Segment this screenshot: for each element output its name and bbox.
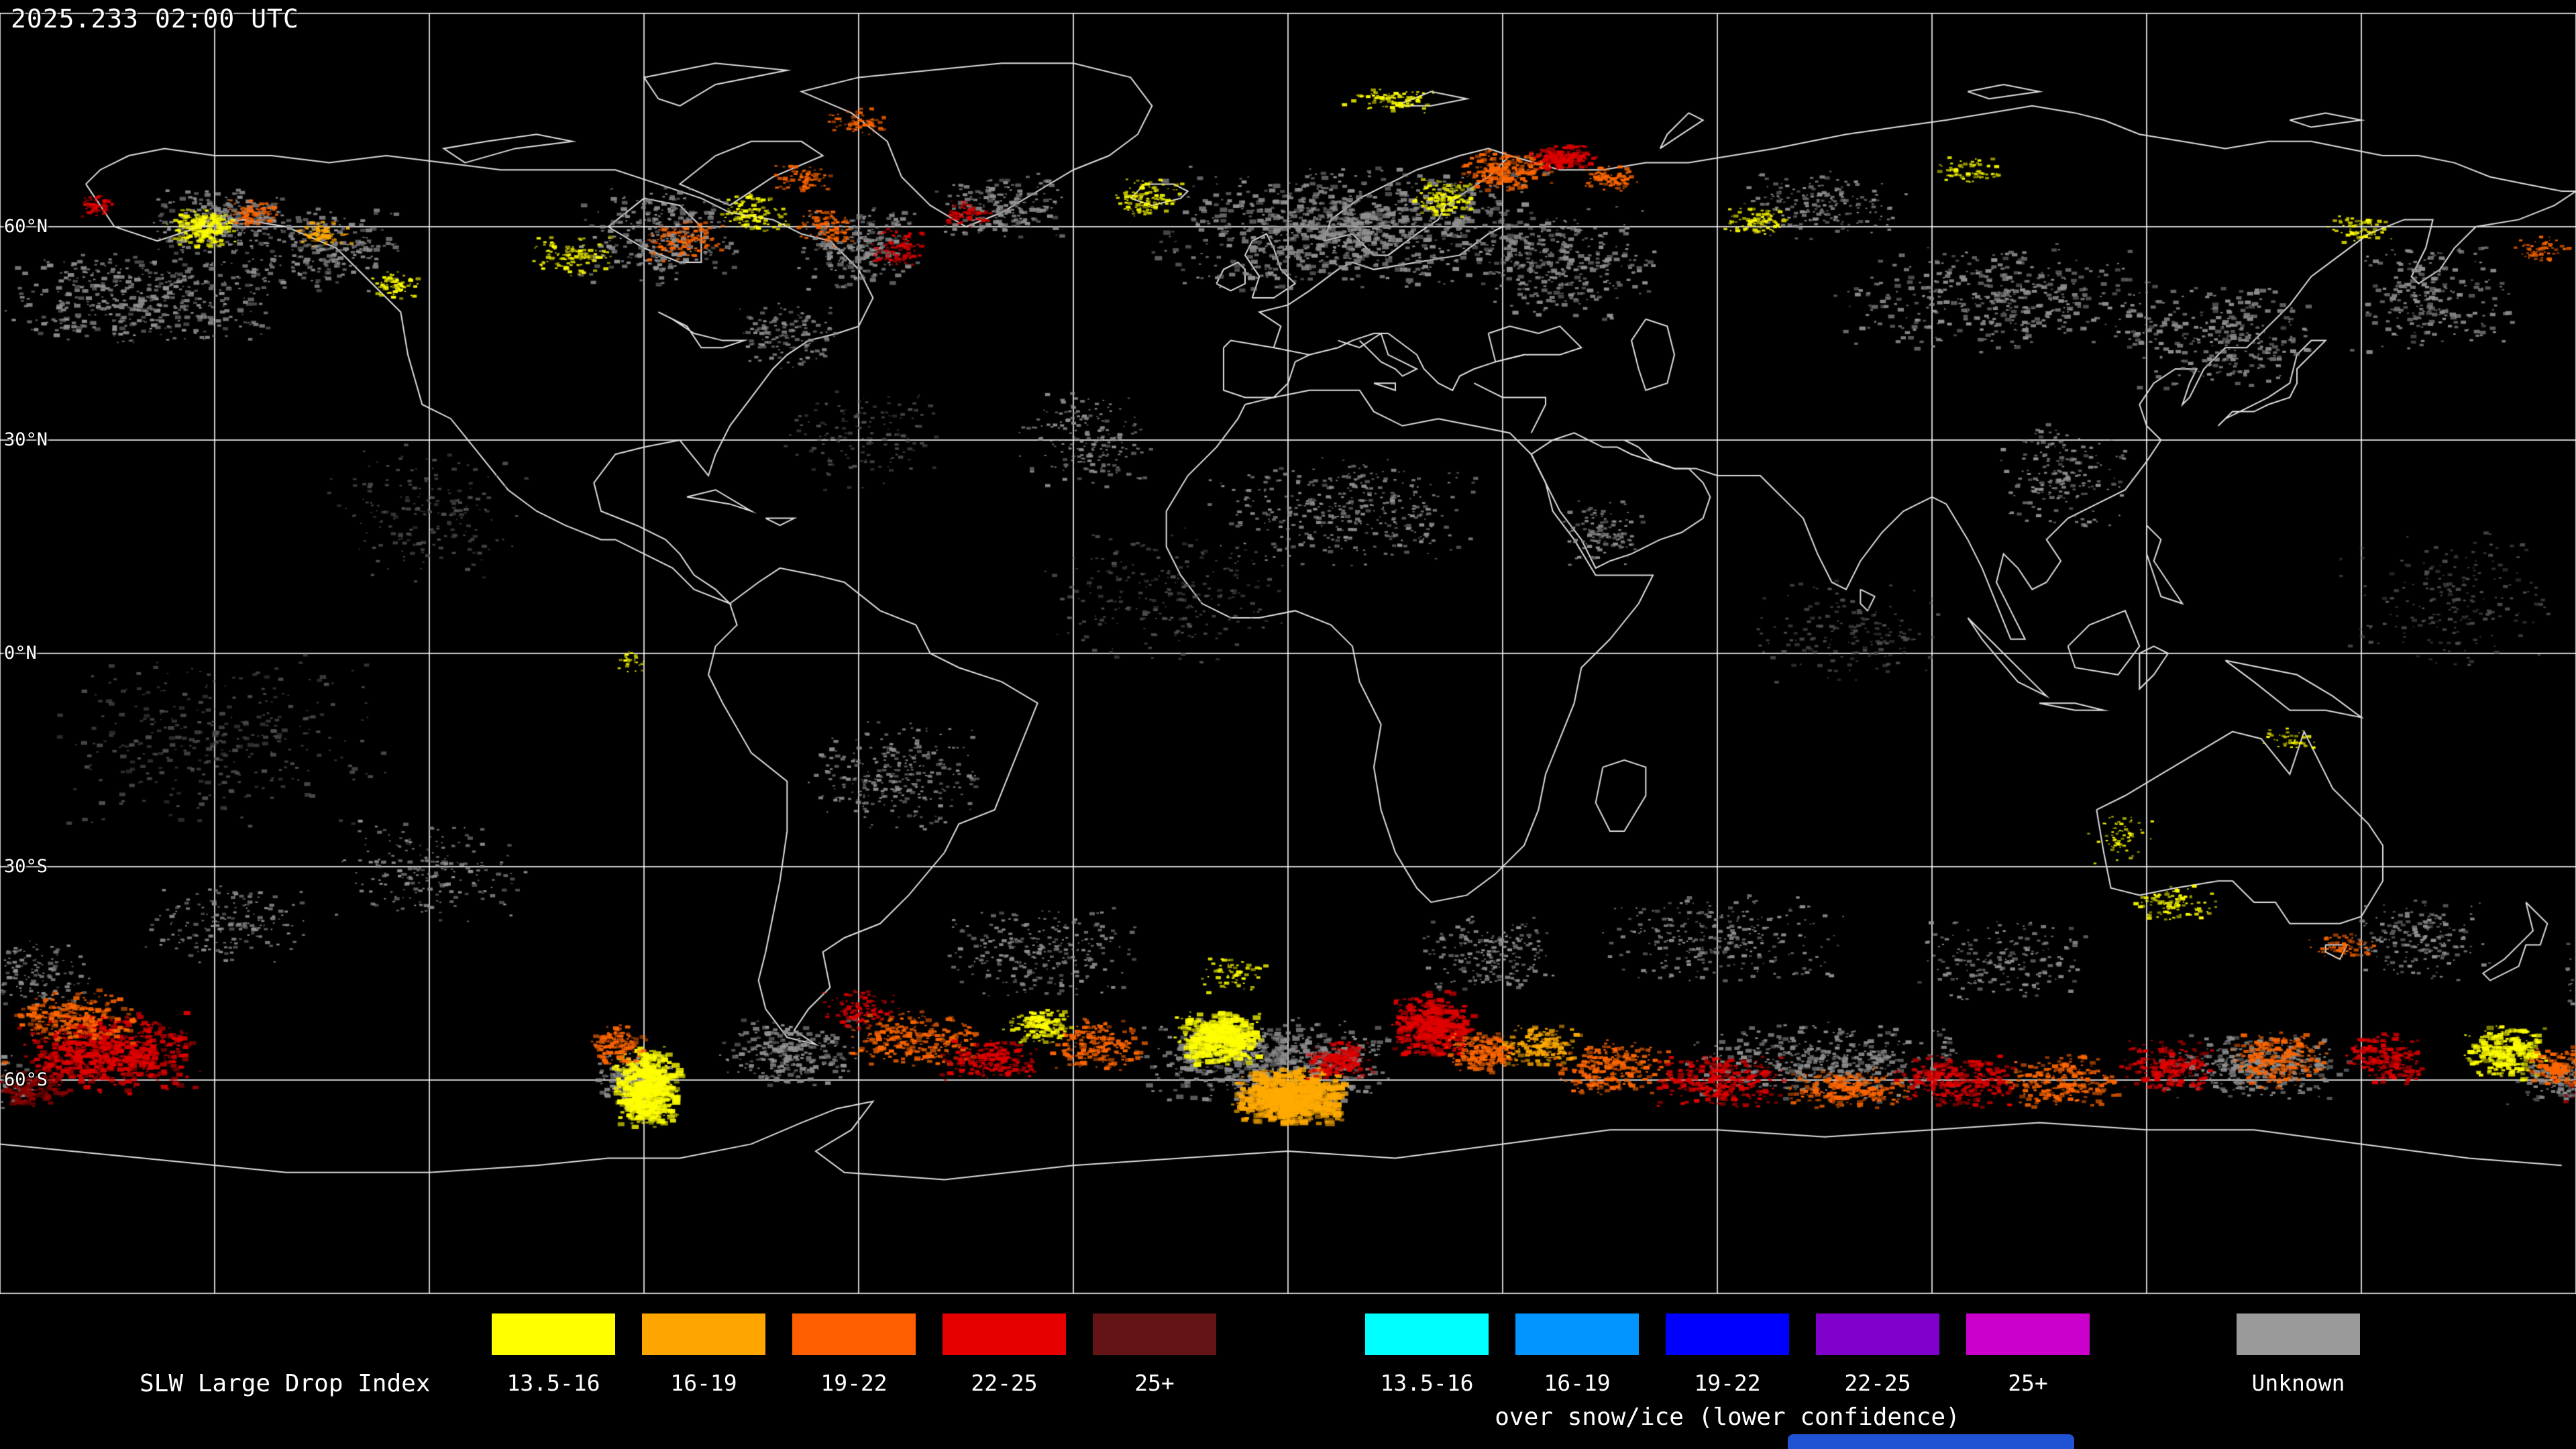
legend-label-cool-2: 16-19 — [1544, 1370, 1611, 1396]
legend-label-warm-4: 22-25 — [971, 1370, 1038, 1396]
legend-swatch-warm-4 — [943, 1313, 1066, 1355]
legend-swatch-warm-2 — [642, 1313, 765, 1355]
legend-label-warm-5: 25+ — [1134, 1370, 1175, 1396]
legend-swatch-cool-4 — [1816, 1313, 1939, 1355]
legend-label-warm-2: 16-19 — [670, 1370, 737, 1396]
lat-label-0n: 0°N — [4, 643, 37, 663]
lat-label-60s: 60°S — [4, 1069, 48, 1090]
legend-label-warm-1: 13.5-16 — [506, 1370, 600, 1396]
timestamp: 2025.233 02:00 UTC — [11, 4, 299, 34]
legend-label-cool-3: 19-22 — [1694, 1370, 1761, 1396]
lat-label-60n: 60°N — [4, 216, 48, 237]
legend-title: SLW Large Drop Index — [140, 1370, 431, 1397]
legend-swatch-warm-5 — [1093, 1313, 1216, 1355]
lat-label-30s: 30°S — [4, 856, 48, 877]
legend-label-warm-3: 19-22 — [820, 1370, 888, 1396]
legend-label-cool-1: 13.5-16 — [1380, 1370, 1474, 1396]
legend-swatch-cool-2 — [1515, 1313, 1639, 1355]
legend-swatch-unknown — [2237, 1313, 2360, 1355]
bottom-blue-strip — [1788, 1434, 2074, 1449]
legend-swatch-warm-1 — [492, 1313, 615, 1355]
legend-subtitle-snow-ice: over snow/ice (lower confidence) — [1495, 1403, 1960, 1431]
legend-label-unknown: Unknown — [2251, 1370, 2345, 1396]
legend-swatch-cool-1 — [1365, 1313, 1489, 1355]
world-map-canvas — [0, 0, 2576, 1308]
lat-label-30n: 30°N — [4, 429, 48, 450]
legend-swatch-warm-3 — [792, 1313, 916, 1355]
legend-label-cool-5: 25+ — [2008, 1370, 2048, 1396]
legend-swatch-cool-5 — [1966, 1313, 2090, 1355]
legend-label-cool-4: 22-25 — [1844, 1370, 1911, 1396]
legend-swatch-cool-3 — [1666, 1313, 1789, 1355]
